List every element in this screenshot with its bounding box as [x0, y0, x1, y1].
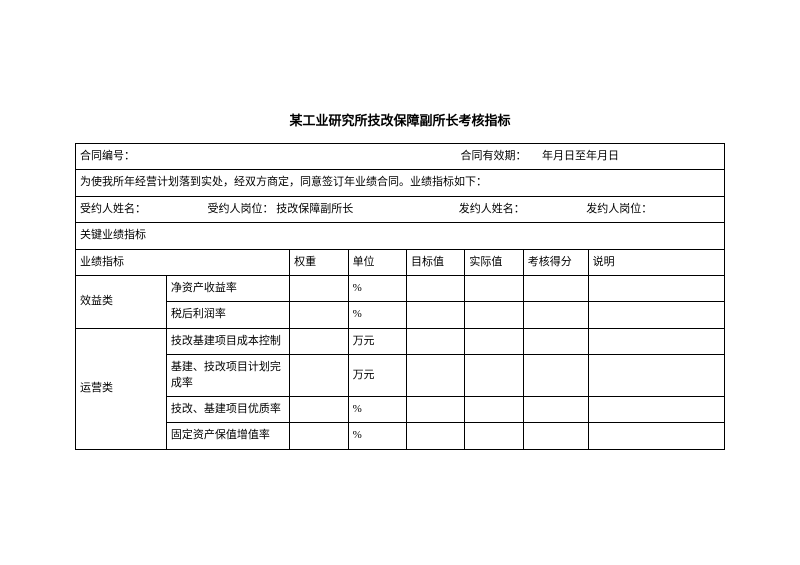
col-score: 考核得分: [523, 249, 588, 275]
table-row: 固定资产保值增值率 %: [76, 423, 725, 449]
col-note: 说明: [588, 249, 724, 275]
cell-unit: 万元: [348, 328, 406, 354]
table-row: 税后利润率 %: [76, 302, 725, 328]
description-row: 为使我所年经营计划落到实处，经双方商定，同意签订年业绩合同。业绩指标如下：: [76, 170, 725, 196]
contract-no-label: 合同编号：: [80, 150, 135, 162]
col-target: 目标值: [406, 249, 464, 275]
item-o4: 固定资产保值增值率: [166, 423, 289, 449]
cell-score: [523, 328, 588, 354]
cell-unit: 万元: [348, 355, 406, 397]
group-operation: 运营类: [76, 328, 167, 449]
cell-actual: [465, 355, 523, 397]
col-unit: 单位: [348, 249, 406, 275]
issuer-post-label: 发约人岗位：: [586, 203, 652, 215]
table-row: 技改、基建项目优质率 %: [76, 396, 725, 422]
cell-weight: [290, 275, 348, 301]
assessment-table: 合同编号： 合同有效期： 年月日至年月日 为使我所年经营计划落到实处，经双方商定…: [75, 143, 725, 450]
cell-target: [406, 423, 464, 449]
description-text: 为使我所年经营计划落到实处，经双方商定，同意签订年业绩合同。业绩指标如下：: [76, 170, 725, 196]
cell-weight: [290, 396, 348, 422]
cell-unit: %: [348, 396, 406, 422]
cell-weight: [290, 302, 348, 328]
parties-row: 受约人姓名： 受约人岗位： 技改保障副所长 发约人姓名： 发约人岗位：: [76, 196, 725, 222]
document-page: 某工业研究所技改保障副所长考核指标 合同编号： 合同有效期： 年月日至年月日 为…: [0, 0, 800, 450]
item-o2: 基建、技改项目计划完成率: [166, 355, 289, 397]
cell-unit: %: [348, 275, 406, 301]
col-actual: 实际值: [465, 249, 523, 275]
cell-score: [523, 275, 588, 301]
cell-note: [588, 275, 724, 301]
table-row: 效益类 净资产收益率 %: [76, 275, 725, 301]
cell-target: [406, 275, 464, 301]
cell-target: [406, 355, 464, 397]
valid-label: 合同有效期：: [461, 150, 527, 162]
section-kpi-label: 关键业绩指标: [76, 223, 725, 249]
cell-actual: [465, 275, 523, 301]
cell-actual: [465, 396, 523, 422]
assessee-name-label: 受约人姓名：: [80, 203, 146, 215]
cell-score: [523, 396, 588, 422]
cell-target: [406, 396, 464, 422]
cell-weight: [290, 423, 348, 449]
cell-target: [406, 302, 464, 328]
cell-note: [588, 328, 724, 354]
contract-row: 合同编号： 合同有效期： 年月日至年月日: [76, 144, 725, 170]
assessee-post-label: 受约人岗位：: [208, 203, 274, 215]
valid-value: 年月日至年月日: [542, 150, 619, 162]
group-benefit: 效益类: [76, 275, 167, 328]
item-b2: 税后利润率: [166, 302, 289, 328]
cell-note: [588, 396, 724, 422]
cell-actual: [465, 302, 523, 328]
item-o3: 技改、基建项目优质率: [166, 396, 289, 422]
cell-score: [523, 423, 588, 449]
cell-target: [406, 328, 464, 354]
section-kpi-row: 关键业绩指标: [76, 223, 725, 249]
issuer-name-label: 发约人姓名：: [459, 203, 525, 215]
item-o1: 技改基建项目成本控制: [166, 328, 289, 354]
cell-actual: [465, 328, 523, 354]
table-row: 基建、技改项目计划完成率 万元: [76, 355, 725, 397]
cell-weight: [290, 355, 348, 397]
col-weight: 权重: [290, 249, 348, 275]
cell-weight: [290, 328, 348, 354]
cell-note: [588, 355, 724, 397]
cell-score: [523, 355, 588, 397]
cell-note: [588, 302, 724, 328]
assessee-post-value: 技改保障副所长: [276, 203, 353, 215]
cell-unit: %: [348, 302, 406, 328]
col-indicator: 业绩指标: [76, 249, 290, 275]
table-row: 运营类 技改基建项目成本控制 万元: [76, 328, 725, 354]
table-header-row: 业绩指标 权重 单位 目标值 实际值 考核得分 说明: [76, 249, 725, 275]
item-b1: 净资产收益率: [166, 275, 289, 301]
page-title: 某工业研究所技改保障副所长考核指标: [75, 110, 725, 129]
cell-unit: %: [348, 423, 406, 449]
cell-note: [588, 423, 724, 449]
cell-actual: [465, 423, 523, 449]
cell-score: [523, 302, 588, 328]
